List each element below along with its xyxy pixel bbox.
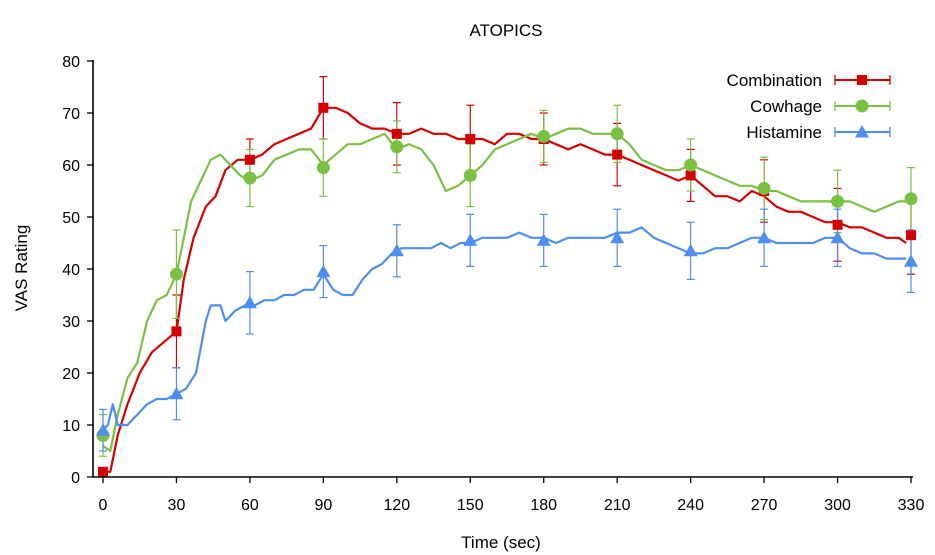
cowhage-data-point	[757, 181, 771, 195]
y-tick-label: 10	[62, 418, 80, 435]
histamine-data-point	[169, 386, 184, 400]
x-tick-label: 330	[898, 497, 925, 514]
x-tick-label: 300	[824, 497, 851, 514]
histamine-data-point	[463, 233, 478, 246]
histamine-data-point	[96, 423, 110, 436]
y-tick-label: 60	[62, 158, 80, 175]
histamine-data-point	[242, 295, 257, 309]
combination-data-point	[906, 230, 916, 241]
x-tick-label: 240	[677, 497, 704, 514]
cowhage-data-point	[537, 129, 551, 143]
x-tick-label: 120	[383, 497, 410, 514]
cowhage-data-point	[463, 168, 477, 182]
histamine-data-point	[316, 264, 331, 278]
x-tick-label: 180	[530, 497, 557, 514]
y-tick-label: 0	[71, 470, 80, 487]
histamine-data-point	[830, 230, 845, 244]
x-tick-label: 210	[604, 497, 631, 514]
combination-data-point	[832, 219, 843, 230]
y-tick-label: 20	[62, 366, 80, 383]
y-tick-label: 70	[62, 106, 80, 123]
x-ticks: 0 30 60 90 120 150 180 210 240 270 300 330	[99, 477, 925, 514]
y-tick-label: 80	[62, 54, 80, 71]
y-axis-label: VAS Rating	[12, 225, 31, 312]
legend-label-histamine: Histamine	[746, 123, 822, 142]
legend-marker-histamine	[855, 125, 869, 138]
histamine-data-point	[683, 243, 698, 257]
legend-marker-combination	[857, 75, 867, 85]
histamine-data-point	[610, 230, 625, 244]
x-axis-label: Time (sec)	[461, 533, 541, 552]
combination-data-point	[391, 128, 402, 139]
chart-title: ATOPICS	[469, 21, 542, 40]
histamine-data-point	[389, 243, 404, 257]
x-tick-label: 150	[457, 497, 484, 514]
cowhage-data-point	[169, 267, 183, 281]
combination-data-point	[171, 326, 182, 337]
histamine-data-point	[536, 233, 551, 246]
legend: Combination Cowhage Histamine	[727, 71, 891, 142]
combination-data-point	[612, 149, 623, 160]
y-tick-label: 50	[62, 210, 80, 227]
cowhage-data-point	[390, 140, 404, 154]
legend-label-combination: Combination	[727, 71, 822, 90]
x-tick-label: 60	[241, 497, 259, 514]
cowhage-data-point	[316, 161, 330, 175]
legend-label-cowhage: Cowhage	[750, 97, 822, 116]
combination-data-point	[685, 170, 696, 181]
histamine-series-line	[102, 226, 907, 431]
cowhage-data-point	[243, 171, 257, 185]
x-tick-label: 90	[314, 497, 332, 514]
y-ticks: 0 10 20 30 40 50 60 70 80	[62, 54, 93, 487]
cowhage-data-point	[684, 158, 698, 172]
legend-marker-cowhage	[855, 99, 869, 113]
x-tick-label: 0	[99, 497, 108, 514]
combination-data-point	[318, 102, 329, 113]
cowhage-data-point	[610, 127, 624, 141]
combination-series-line	[103, 106, 907, 473]
combination-data-point	[465, 134, 476, 144]
x-tick-label: 30	[168, 497, 186, 514]
combination-data-point	[98, 466, 108, 477]
plot-lines	[102, 106, 907, 473]
y-tick-label: 40	[62, 262, 80, 279]
cowhage-data-point	[904, 192, 918, 206]
cowhage-data-point	[831, 194, 845, 208]
combination-data-point	[244, 154, 255, 165]
histamine-data-point	[904, 254, 918, 267]
y-tick-label: 30	[62, 314, 80, 331]
plot-markers	[96, 102, 918, 477]
histamine-data-point	[757, 230, 772, 244]
x-tick-label: 270	[751, 497, 778, 514]
